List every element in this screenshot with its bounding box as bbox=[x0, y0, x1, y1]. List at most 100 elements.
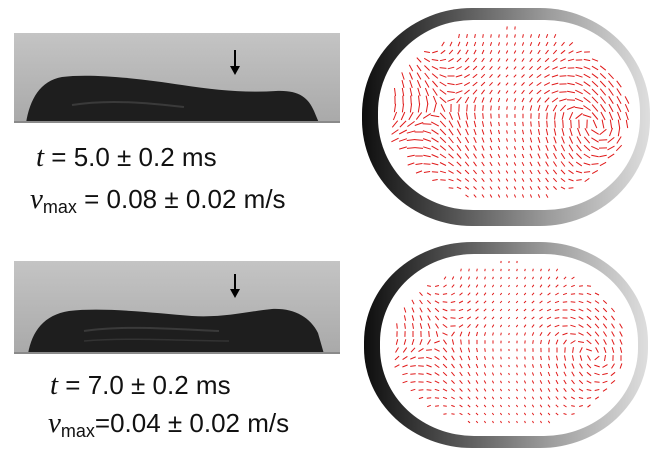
velocity-vector bbox=[497, 170, 501, 174]
velocity-vector bbox=[599, 128, 607, 136]
velocity-vector bbox=[567, 82, 575, 86]
velocity-vector bbox=[521, 137, 525, 143]
velocity-vector bbox=[426, 285, 432, 287]
velocity-vector bbox=[448, 136, 454, 144]
velocity-vector bbox=[586, 308, 592, 312]
velocity-vector bbox=[439, 170, 447, 174]
velocity-vector bbox=[570, 316, 576, 320]
velocity-vector bbox=[555, 284, 559, 288]
velocity-vector bbox=[513, 90, 517, 94]
velocity-vector bbox=[415, 112, 423, 120]
velocity-vector bbox=[456, 169, 462, 175]
velocity-vector bbox=[529, 42, 533, 46]
velocity-vector bbox=[398, 129, 408, 135]
velocity-vector bbox=[571, 371, 575, 377]
velocity-vector bbox=[571, 284, 575, 288]
velocity-vector bbox=[579, 405, 583, 407]
velocity-vector bbox=[434, 397, 440, 399]
velocity-vector bbox=[416, 64, 422, 72]
velocity-vector bbox=[586, 292, 592, 296]
velocity-vector bbox=[483, 396, 487, 400]
velocity-vector bbox=[481, 49, 485, 55]
velocity-vector bbox=[586, 389, 592, 391]
velocity-vector bbox=[467, 388, 471, 392]
velocity-vector bbox=[583, 144, 591, 152]
velocity-vector bbox=[423, 146, 431, 150]
velocity-vector bbox=[424, 80, 430, 88]
velocity-vector bbox=[467, 347, 471, 353]
velocity-vector bbox=[483, 308, 487, 312]
velocity-vector bbox=[465, 41, 469, 47]
velocity-vector bbox=[439, 58, 447, 62]
velocity-vector bbox=[491, 284, 495, 288]
velocity-vector bbox=[505, 154, 509, 158]
velocity-vector bbox=[506, 122, 508, 126]
velocity-vector bbox=[530, 121, 532, 127]
velocity-field-image-bottom bbox=[364, 242, 648, 448]
velocity-vector bbox=[419, 339, 423, 345]
velocity-vector bbox=[591, 163, 599, 165]
velocity-vector bbox=[570, 324, 576, 328]
velocity-vector bbox=[447, 82, 455, 86]
velocity-vector bbox=[529, 129, 533, 135]
velocity-vector bbox=[540, 420, 542, 424]
caption-velocity-bottom: vmax=0.04 ± 0.02 m/s bbox=[48, 408, 289, 446]
velocity-vector bbox=[568, 136, 574, 144]
velocity-vector bbox=[505, 82, 509, 86]
velocity-vector bbox=[467, 331, 471, 337]
velocity-vector bbox=[545, 128, 549, 136]
velocity-vector bbox=[611, 323, 615, 329]
velocity-vector bbox=[583, 97, 591, 103]
velocity-vector bbox=[619, 347, 623, 353]
velocity-vector bbox=[412, 323, 414, 329]
velocity-vector bbox=[439, 67, 447, 69]
velocity-vector bbox=[414, 122, 424, 126]
velocity-vector bbox=[489, 81, 493, 87]
velocity-vector bbox=[475, 308, 479, 312]
velocity-vector bbox=[547, 331, 551, 337]
velocity-vector bbox=[563, 396, 567, 400]
velocity-vector bbox=[432, 80, 438, 88]
velocity-vector bbox=[508, 404, 510, 408]
velocity-vector bbox=[531, 292, 535, 296]
velocity-vector bbox=[537, 161, 541, 167]
velocity-vector bbox=[563, 379, 567, 385]
velocity-vector bbox=[434, 315, 440, 321]
velocity-vector bbox=[464, 145, 470, 151]
velocity-vector bbox=[450, 292, 456, 296]
velocity-vector bbox=[521, 153, 525, 159]
velocity-vector bbox=[532, 276, 534, 280]
velocity-vector bbox=[552, 177, 558, 183]
velocity-vector bbox=[566, 99, 576, 101]
velocity-vector bbox=[607, 137, 615, 143]
velocity-vector bbox=[536, 89, 542, 95]
velocity-vector bbox=[513, 170, 517, 174]
velocity-vector bbox=[499, 396, 503, 400]
velocity-vector bbox=[458, 324, 464, 328]
velocity-vector bbox=[575, 66, 583, 70]
velocity-vector bbox=[431, 162, 439, 166]
velocity-vector bbox=[450, 317, 456, 319]
velocity-vector bbox=[467, 371, 471, 377]
velocity-vector bbox=[419, 307, 423, 313]
velocity-vector bbox=[611, 307, 615, 313]
velocity-vector bbox=[515, 404, 519, 408]
velocity-vector bbox=[521, 50, 525, 54]
velocity-vector bbox=[506, 106, 508, 110]
velocity-vector bbox=[551, 82, 559, 86]
velocity-vector bbox=[489, 194, 493, 198]
velocity-vector bbox=[419, 299, 423, 305]
velocity-vector bbox=[468, 276, 470, 280]
velocity-vector bbox=[567, 75, 575, 77]
velocity-vector bbox=[579, 285, 583, 287]
velocity-vector bbox=[586, 363, 592, 369]
velocity-vector bbox=[434, 348, 440, 352]
velocity-vector bbox=[426, 389, 432, 391]
velocity-vector bbox=[497, 194, 501, 198]
velocity-vector bbox=[499, 388, 503, 392]
velocity-vector bbox=[515, 300, 519, 304]
velocity-vector bbox=[401, 72, 405, 80]
velocity-vector bbox=[406, 130, 416, 134]
velocity-vector bbox=[458, 300, 464, 304]
velocity-vector bbox=[547, 379, 551, 385]
